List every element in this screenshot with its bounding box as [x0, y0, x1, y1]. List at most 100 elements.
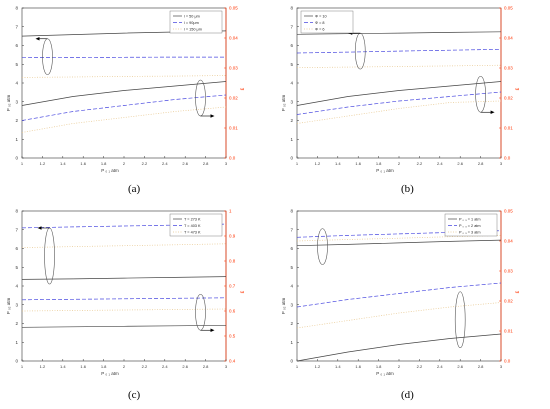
x-axis-label-b: P ₀ ₁ atm — [376, 168, 394, 173]
series-line-a — [21, 56, 226, 59]
x-tick-label-a: 2 — [123, 161, 126, 166]
y-left-tick-label-a: 0 — [15, 156, 18, 161]
series-line-d — [296, 235, 502, 242]
ellipse-marker-c — [44, 227, 55, 285]
series-line-b — [296, 48, 502, 54]
x-tick-label-a: 2.6 — [182, 161, 188, 166]
y-right-tick-label-d: 0.01 — [504, 329, 513, 334]
y-left-tick-label-d: 5 — [290, 265, 293, 270]
x-tick-label-c: 1.6 — [80, 364, 86, 369]
series-line-c — [21, 324, 227, 328]
x-tick-label-b: 2.8 — [478, 161, 484, 166]
y-left-tick-label-a: 1 — [15, 137, 18, 142]
x-tick-label-a: 1.8 — [101, 161, 107, 166]
y-right-tick-label-c: 0.7 — [229, 284, 236, 289]
x-axis-label-c: P ₀ ₁ atm — [101, 371, 119, 376]
legend-label-d: P ₀ ₃ = 1 atm — [459, 217, 481, 221]
x-tick-label-c: 3 — [225, 364, 228, 369]
arrow-head-c — [210, 328, 215, 333]
series-line-b — [296, 31, 502, 35]
caption-b: (b) — [401, 183, 414, 195]
x-tick-label-b: 2.2 — [417, 161, 423, 166]
ellipse-marker-b — [354, 32, 366, 70]
y-right-axis-label-d: ε — [515, 290, 521, 293]
legend-label-b: Φ = 10 — [315, 14, 327, 18]
x-tick-label-a: 2.4 — [162, 161, 168, 166]
ellipse-marker-d — [454, 291, 466, 349]
chart-panel-b: 1 1.2 1.4 1.6 1.8 2 2.2 2.4 2.6 2.8 30123456780.00… — [281, 6, 521, 174]
x-tick-label-c: 1.8 — [101, 364, 107, 369]
legend-label-c: T = 403 K — [184, 224, 201, 228]
x-tick-label-b: 1.6 — [355, 161, 361, 166]
series-line-c — [21, 308, 227, 312]
x-tick-label-a: 1.4 — [60, 161, 66, 166]
y-left-tick-label-b: 5 — [290, 62, 293, 67]
x-axis-label-d: P ₀ ₁ atm — [376, 371, 394, 376]
series-line-a — [21, 94, 227, 121]
legend-box-d — [444, 213, 498, 237]
legend-box-b — [300, 10, 354, 34]
x-tick-label-d: 3 — [500, 364, 503, 369]
series-line-b — [296, 64, 502, 68]
legend-label-b: Φ = 6 — [315, 27, 324, 31]
y-left-tick-label-a: 7 — [15, 24, 18, 29]
caption-c: (c) — [128, 389, 141, 401]
x-tick-label-d: 2 — [398, 364, 401, 369]
y-right-tick-label-c: 0.8 — [229, 259, 236, 264]
legend-label-b: Φ = 8 — [315, 21, 324, 25]
legend-label-d: P ₀ ₃ = 3 atm — [459, 230, 481, 234]
y-left-tick-label-c: 7 — [15, 227, 18, 232]
y-left-tick-label-c: 0 — [15, 359, 18, 364]
y-left-tick-label-d: 2 — [290, 321, 293, 326]
y-left-tick-label-c: 5 — [15, 265, 18, 270]
x-tick-label-d: 2.8 — [478, 364, 484, 369]
y-right-tick-label-b: 0.02 — [504, 96, 513, 101]
x-tick-label-c: 1.4 — [60, 364, 66, 369]
x-tick-label-b: 2.4 — [437, 161, 443, 166]
y-left-tick-label-a: 6 — [15, 43, 18, 48]
ellipse-marker-a — [195, 79, 206, 117]
y-left-tick-label-b: 7 — [290, 24, 293, 29]
y-left-axis-label-c: P ₀₂ atm — [6, 297, 11, 314]
y-right-tick-label-d: 0.02 — [504, 299, 513, 304]
x-tick-label-d: 2.6 — [457, 364, 463, 369]
ellipse-marker-d — [317, 228, 328, 265]
y-right-tick-label-b: 0.03 — [504, 66, 513, 71]
x-tick-label-c: 1 — [21, 364, 24, 369]
x-tick-label-b: 3 — [500, 161, 503, 166]
x-tick-label-a: 3 — [225, 161, 228, 166]
x-tick-label-c: 2.6 — [182, 364, 188, 369]
y-left-tick-label-b: 1 — [290, 137, 293, 142]
y-right-tick-label-d: 0.0 — [504, 359, 511, 364]
y-right-tick-label-a: 0.01 — [229, 126, 238, 131]
x-tick-label-d: 1.2 — [315, 364, 321, 369]
x-tick-label-d: 2.4 — [437, 364, 443, 369]
y-left-axis-label-b: P ₀₂ atm — [281, 94, 286, 111]
x-tick-label-d: 1.8 — [376, 364, 382, 369]
chart-panel-a: 1 1.2 1.4 1.6 1.8 2 2.2 2.4 2.6 2.8 30123456780.00… — [6, 6, 246, 174]
series-line-d — [296, 239, 502, 247]
x-tick-label-d: 1.4 — [335, 364, 341, 369]
y-right-tick-label-b: 0.01 — [504, 126, 513, 131]
y-right-axis-label-b: ε — [515, 87, 521, 90]
chart-panel-d: 1 1.2 1.4 1.6 1.8 2 2.2 2.4 2.6 2.8 30123456780.00… — [281, 209, 521, 377]
y-right-tick-label-b: 0.0 — [504, 156, 511, 161]
x-tick-label-d: 1 — [296, 364, 299, 369]
caption-a: (a) — [128, 183, 141, 195]
series-line-c — [21, 297, 227, 301]
series-line-a — [21, 75, 227, 78]
series-line-c — [21, 243, 227, 248]
y-right-tick-label-c: 1 — [229, 209, 232, 214]
y-left-tick-label-a: 4 — [15, 81, 18, 86]
x-tick-label-d: 1.6 — [355, 364, 361, 369]
x-tick-label-a: 2.8 — [203, 161, 209, 166]
y-left-tick-label-c: 6 — [15, 246, 18, 251]
series-line-b — [296, 100, 502, 124]
y-left-tick-label-d: 4 — [290, 284, 293, 289]
arrow-head-a — [35, 36, 40, 41]
y-left-tick-label-d: 8 — [290, 209, 293, 214]
x-tick-label-b: 2.6 — [457, 161, 463, 166]
y-left-tick-label-d: 6 — [290, 246, 293, 251]
x-tick-label-a: 1 — [21, 161, 24, 166]
legend-label-a: l = 90μm — [184, 21, 199, 25]
